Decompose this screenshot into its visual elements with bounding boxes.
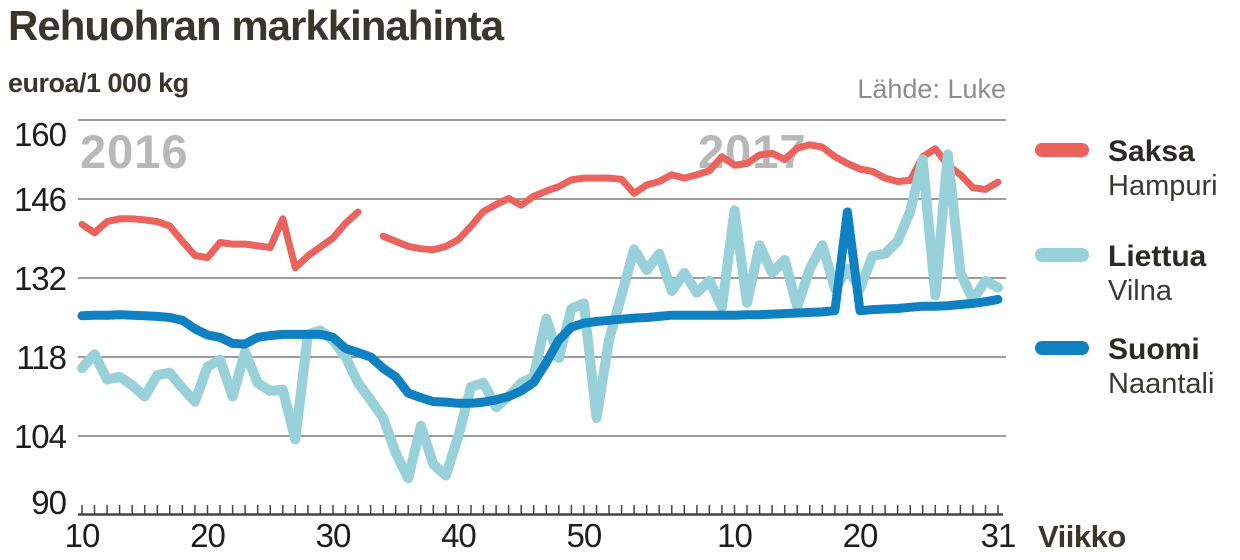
- x-tick-label-week-50: 50: [566, 517, 603, 554]
- y-tick-label-160: 160: [13, 116, 67, 153]
- legend-item-saksa: Saksa Hampuri: [1035, 134, 1218, 203]
- y-tick-label-118: 118: [16, 339, 67, 376]
- x-axis-week-ticks: [81, 505, 999, 514]
- legend-swatch-saksa: [1035, 143, 1089, 157]
- legend-series-name: Suomi: [1108, 333, 1200, 366]
- y-tick-label-104: 104: [13, 418, 67, 455]
- legend-swatch-suomi: [1035, 341, 1089, 355]
- series-line-liettua: [77, 149, 1003, 484]
- series-line-suomi: [77, 207, 1003, 408]
- page-title: Rehuohran markkinahinta: [8, 2, 504, 49]
- legend-item-liettua: Liettua Vilna: [1035, 239, 1206, 308]
- y-tick-label-146: 146: [13, 181, 67, 218]
- source-label: Lähde: Luke: [857, 74, 1006, 104]
- series-line-saksa: [78, 141, 1002, 272]
- x-tick-label-week-20: 20: [842, 517, 879, 554]
- legend-series-name: Saksa: [1108, 135, 1195, 168]
- y-tick-label-90: 90: [31, 484, 67, 521]
- legend-series-city: Vilna: [1108, 275, 1172, 307]
- x-axis-title: Viikko: [1038, 519, 1126, 554]
- x-tick-label-week-30: 30: [315, 517, 352, 554]
- watermark-year-2017: 2017: [698, 125, 807, 178]
- legend-series-city: Hampuri: [1108, 170, 1218, 202]
- legend-series-city: Naantali: [1108, 368, 1215, 400]
- legend-item-suomi: Suomi Naantali: [1035, 332, 1214, 401]
- y-axis-unit-label: euroa/1 000 kg: [8, 68, 189, 98]
- watermark-year-2016: 2016: [80, 125, 189, 178]
- x-tick-label-week-10: 10: [717, 517, 753, 554]
- x-tick-label-week-20: 20: [190, 517, 226, 554]
- y-tick-label-132: 132: [13, 260, 67, 297]
- legend-swatch-liettua: [1035, 248, 1089, 262]
- legend-series-name: Liettua: [1108, 240, 1207, 273]
- x-tick-label-week-10: 10: [64, 517, 101, 554]
- x-tick-label-week-31: 31: [980, 517, 1017, 554]
- x-tick-label-week-40: 40: [441, 517, 477, 554]
